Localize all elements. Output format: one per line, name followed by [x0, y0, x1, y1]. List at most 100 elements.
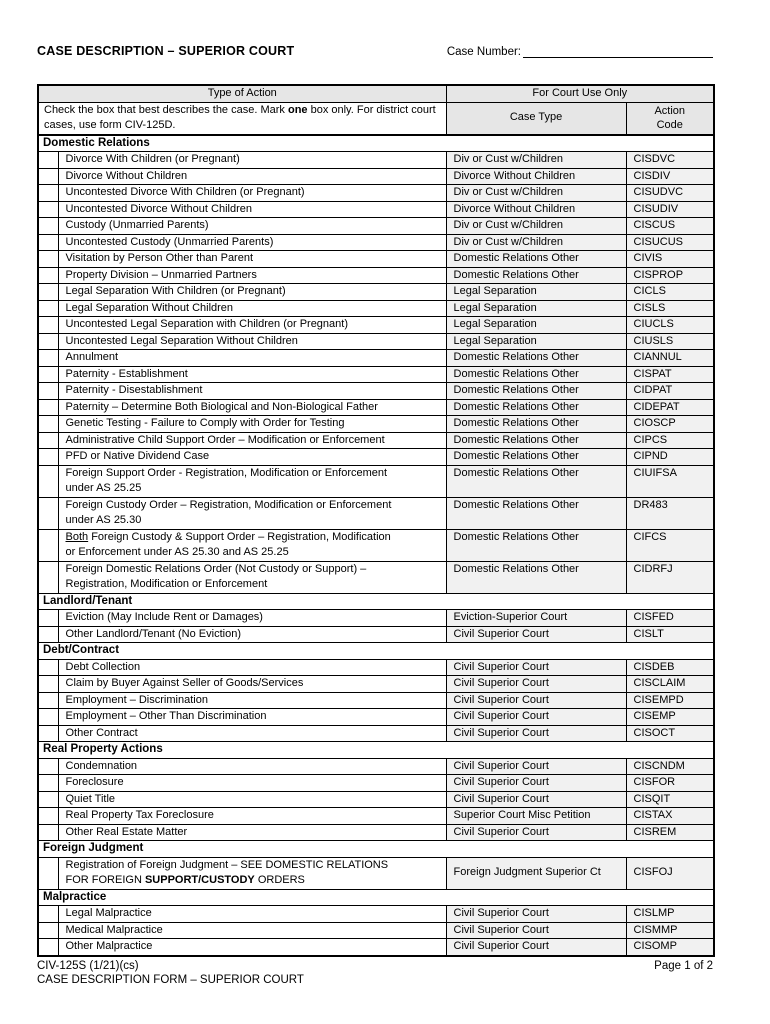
checkbox-cell[interactable] [37, 528, 59, 562]
action-description: Uncontested Legal Separation with Childr… [57, 316, 447, 334]
action-description: Divorce With Children (or Pregnant) [57, 151, 447, 169]
action-code-value: CISUDVC [625, 184, 715, 202]
checkbox-cell[interactable] [37, 365, 59, 383]
action-code-value: CISEMPD [625, 691, 715, 709]
text-segment: Annulment [65, 351, 119, 363]
checkbox-cell[interactable] [37, 691, 59, 709]
case-type-value: Superior Court Misc Petition [445, 807, 627, 825]
action-code-value: CIDEPAT [625, 398, 715, 416]
checkbox-cell[interactable] [37, 774, 59, 792]
checkbox-cell[interactable] [37, 266, 59, 284]
table-row: Both Foreign Custody & Support Order – R… [37, 528, 715, 562]
action-code-value: CISMMP [625, 921, 715, 939]
text-segment: Other Landlord/Tenant (No Eviction) [65, 627, 241, 640]
checkbox-cell[interactable] [37, 921, 59, 939]
action-code-value: CISCNDM [625, 757, 715, 775]
checkbox-cell[interactable] [37, 167, 59, 185]
checkbox-cell[interactable] [37, 233, 59, 251]
table-row: Uncontested Legal Separation Without Chi… [37, 332, 715, 350]
checkbox-cell[interactable] [37, 398, 59, 416]
table-row: Foreign Support Order - Registration, Mo… [37, 464, 715, 498]
case-type-value: Divorce Without Children [445, 200, 627, 218]
text-segment: box only. For district court cases, use … [44, 103, 436, 132]
case-type-value: Div or Cust w/Children [445, 151, 627, 169]
text-segment: PFD or Native Dividend Case [65, 450, 210, 462]
checkbox-cell[interactable] [37, 200, 59, 218]
checkbox-cell[interactable] [37, 448, 59, 466]
checkbox-cell[interactable] [37, 464, 59, 498]
checkbox-cell[interactable] [37, 431, 59, 449]
action-description: Legal Malpractice [57, 905, 447, 923]
checkbox-cell[interactable] [37, 415, 59, 433]
table-row: Other Landlord/Tenant (No Eviction) Civil… [37, 625, 715, 643]
action-code-value: CISDEB [625, 658, 715, 676]
checkbox-cell[interactable] [37, 382, 59, 400]
checkbox-cell[interactable] [37, 625, 59, 643]
table-row: Genetic Testing - Failure to Comply with… [37, 415, 715, 433]
action-description: Paternity – Determine Both Biological an… [57, 398, 447, 416]
case-type-value: Civil Superior Court [445, 625, 627, 643]
checkbox-cell[interactable] [37, 938, 59, 956]
for-court-use-header: For Court Use Only [445, 84, 715, 103]
type-of-action-header: Type of Action [37, 84, 447, 103]
checkbox-cell[interactable] [37, 757, 59, 775]
checkbox-cell[interactable] [37, 184, 59, 202]
checkbox-cell[interactable] [37, 217, 59, 235]
case-number-input-line[interactable] [523, 44, 713, 58]
action-code-value: DR483 [625, 496, 715, 530]
action-description: Quiet Title [57, 790, 447, 808]
action-description: Paternity - Establishment [57, 365, 447, 383]
checkbox-cell[interactable] [37, 609, 59, 627]
action-code-value: CISQIT [625, 790, 715, 808]
checkbox-cell[interactable] [37, 856, 59, 890]
checkbox-cell[interactable] [37, 658, 59, 676]
section-row: Debt/Contract [37, 642, 715, 660]
text-segment: Condemnation [65, 759, 138, 772]
checkbox-cell[interactable] [37, 332, 59, 350]
checkbox-cell[interactable] [37, 724, 59, 742]
checkbox-cell[interactable] [37, 496, 59, 530]
case-type-header: Case Type [445, 101, 627, 136]
text-segment: Legal Malpractice [65, 907, 152, 919]
action-code-value: CIANNUL [625, 349, 715, 367]
checkbox-cell[interactable] [37, 905, 59, 923]
checkbox-cell[interactable] [37, 708, 59, 726]
table-header-row: Type of Action For Court Use Only [37, 84, 715, 103]
text-segment: Foreign Domestic Relations Order (Not Cu… [65, 562, 367, 591]
table-row: Uncontested Divorce Without Children Divo… [37, 200, 715, 218]
checkbox-cell[interactable] [37, 151, 59, 169]
action-code-value: CISDVC [625, 151, 715, 169]
action-description: PFD or Native Dividend Case [57, 448, 447, 466]
action-code-value: CISOMP [625, 938, 715, 956]
case-type-value: Civil Superior Court [445, 790, 627, 808]
case-type-value: Domestic Relations Other [445, 496, 627, 530]
table-row: Other Contract Civil Superior Court CISOCT [37, 724, 715, 742]
table-row: Registration of Foreign Judgment – SEE D… [37, 856, 715, 890]
checkbox-cell[interactable] [37, 675, 59, 693]
case-type-value: Legal Separation [445, 316, 627, 334]
checkbox-cell[interactable] [37, 560, 59, 594]
table-row: Legal Separation With Children (or Pregn… [37, 283, 715, 301]
action-description: Legal Separation With Children (or Pregn… [57, 283, 447, 301]
case-type-value: Domestic Relations Other [445, 448, 627, 466]
checkbox-cell[interactable] [37, 283, 59, 301]
text-segment: Medical Malpractice [65, 923, 163, 936]
case-type-value: Divorce Without Children [445, 167, 627, 185]
checkbox-cell[interactable] [37, 316, 59, 334]
text-segment: Uncontested Legal Separation with Childr… [65, 318, 349, 330]
text-segment: Paternity – Determine Both Biological an… [65, 400, 378, 413]
checkbox-cell[interactable] [37, 299, 59, 317]
action-description: Divorce Without Children [57, 167, 447, 185]
action-description: Registration of Foreign Judgment – SEE D… [57, 856, 447, 890]
checkbox-cell[interactable] [37, 790, 59, 808]
checkbox-cell[interactable] [37, 807, 59, 825]
action-code-value: CISLT [625, 625, 715, 643]
action-description: Claim by Buyer Against Seller of Goods/S… [57, 675, 447, 693]
case-type-value: Domestic Relations Other [445, 266, 627, 284]
action-code-value: CIUSLS [625, 332, 715, 350]
section-row: Foreign Judgment [37, 840, 715, 858]
checkbox-cell[interactable] [37, 349, 59, 367]
checkbox-cell[interactable] [37, 823, 59, 841]
document-footer: CIV-125S (1/21)(cs) Page 1 of 2 CASE DES… [37, 960, 713, 986]
checkbox-cell[interactable] [37, 250, 59, 268]
